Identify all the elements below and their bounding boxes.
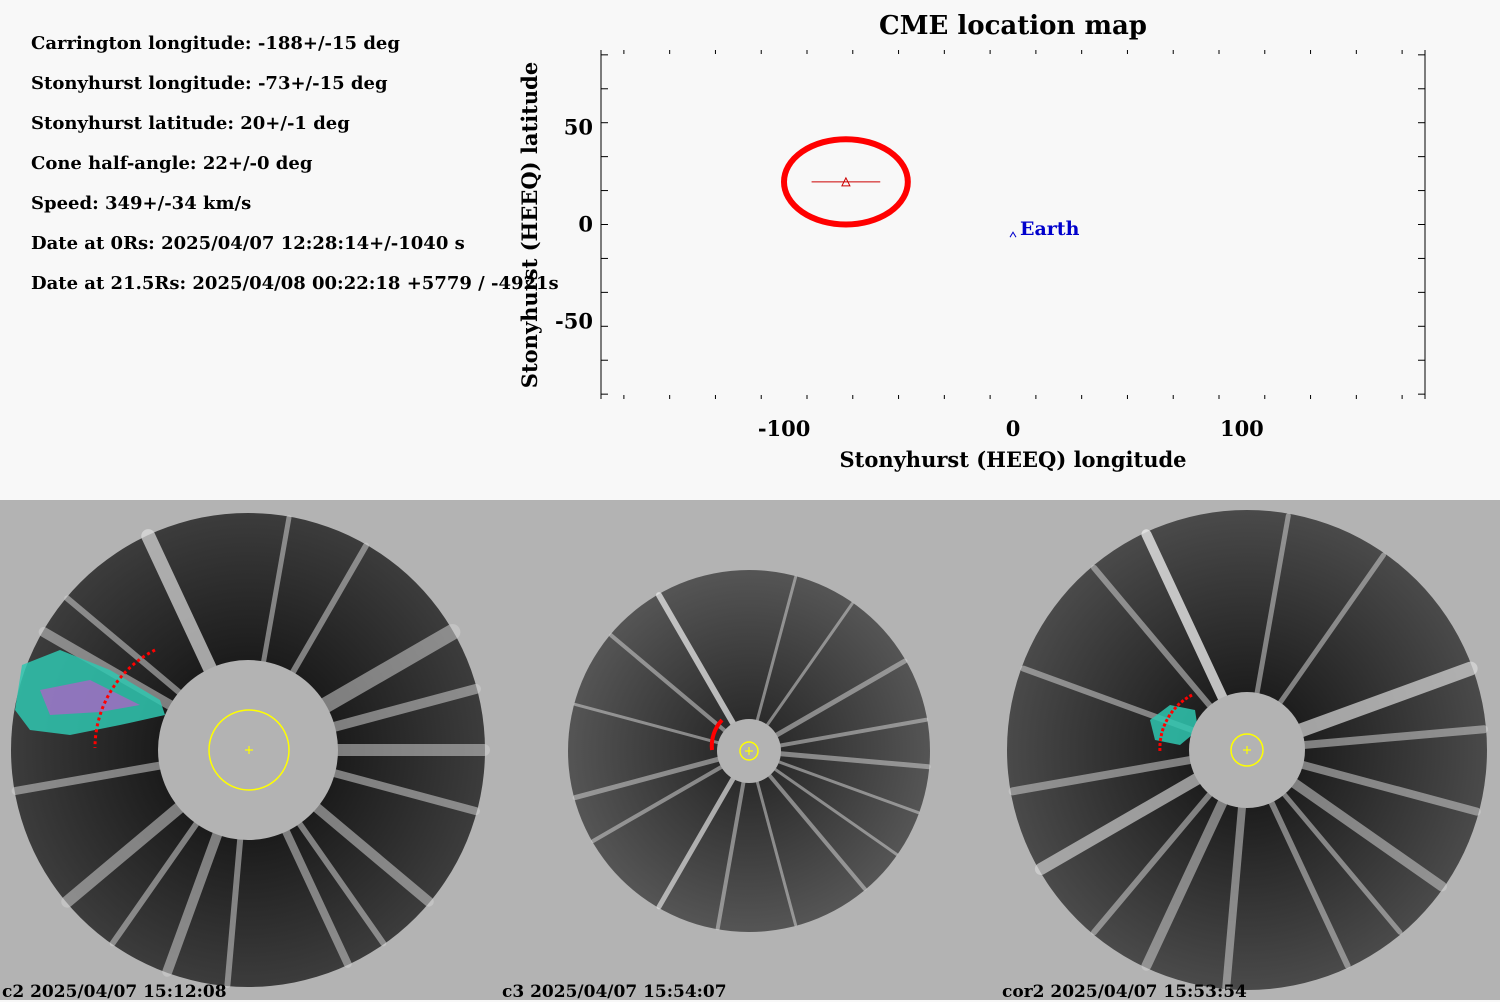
- streamer-ray: [573, 702, 720, 745]
- streamer-ray: [656, 592, 736, 727]
- streamer-ray: [61, 801, 186, 908]
- streamer-ray: [1281, 791, 1403, 935]
- c3-sun-limb: [739, 741, 759, 761]
- x-tick-label: -100: [758, 416, 811, 441]
- cme-location-marker: [841, 176, 851, 187]
- c2-caption: c2 2025/04/07 15:12:08: [2, 982, 227, 1002]
- streamer-ray: [141, 529, 217, 676]
- c2-sun-limb: [208, 709, 290, 791]
- streamer-ray: [224, 836, 244, 989]
- y-tick-label: -50: [555, 308, 593, 333]
- streamer-ray: [261, 515, 292, 664]
- earth-marker: [1009, 231, 1017, 238]
- streamer-ray: [1034, 773, 1203, 875]
- c3-sun-center: [745, 747, 753, 755]
- streamer-ray: [715, 780, 746, 931]
- streamer-ray: [767, 773, 867, 891]
- c2-streamers: [11, 515, 490, 989]
- streamer-ray: [1294, 661, 1478, 738]
- x-axis-label: Stonyhurst (HEEQ) longitude: [839, 447, 1186, 472]
- cor2-caption: cor2 2025/04/07 15:53:54: [1002, 982, 1247, 1002]
- cme-cone-outline: [781, 136, 911, 228]
- c3-streamers: [572, 575, 931, 931]
- streamer-ray: [1289, 778, 1447, 892]
- streamer-ray: [329, 683, 481, 732]
- streamer-ray: [311, 802, 434, 907]
- c2-image: [11, 513, 490, 989]
- streamer-ray: [778, 751, 931, 770]
- param-stonyhurst-latitude: Stonyhurst latitude: 20+/-1 deg: [31, 113, 350, 134]
- streamer-ray: [109, 820, 200, 947]
- cor2-image: [1007, 510, 1489, 992]
- streamer-ray: [1091, 791, 1213, 936]
- param-speed: Speed: 349+/-34 km/s: [31, 193, 252, 214]
- streamer-ray: [64, 595, 183, 696]
- plot-axes: -100 0 100 50 0 -50: [555, 50, 1426, 441]
- streamer-ray: [774, 658, 908, 738]
- streamer-ray: [11, 761, 164, 795]
- y-axis-label: Stonyhurst (HEEQ) latitude: [517, 62, 542, 388]
- streamer-ray: [290, 542, 369, 676]
- param-date-0rs: Date at 0Rs: 2025/04/07 12:28:14+/-1040 …: [31, 233, 465, 254]
- streamer-ray: [1268, 799, 1351, 969]
- cor2-sun-limb: [1230, 733, 1264, 767]
- cme-location-map: CME location map Stonyhurst (HEEQ) longi…: [517, 11, 1426, 472]
- streamer-ray: [778, 717, 929, 748]
- streamer-ray: [1277, 552, 1387, 705]
- streamer-ray: [1300, 725, 1489, 749]
- streamer-ray: [755, 575, 798, 722]
- streamer-ray: [765, 602, 854, 727]
- cor2-sun-center: [1243, 746, 1251, 754]
- param-cone-half-angle: Cone half-angle: 22+/-0 deg: [31, 153, 313, 174]
- cor2-cme-fit-arc: [1158, 693, 1193, 753]
- streamer-ray: [1008, 756, 1194, 796]
- streamer-ray: [777, 760, 920, 815]
- streamer-ray: [656, 776, 736, 910]
- param-carrington-longitude: Carrington longitude: -188+/-15 deg: [31, 33, 400, 54]
- streamer-ray: [317, 624, 461, 713]
- cor2-streamers: [1008, 513, 1489, 992]
- c3-caption: c3 2025/04/07 15:54:07: [502, 982, 727, 1002]
- top-panel: [0, 0, 1500, 500]
- x-tick-label: 100: [1220, 416, 1264, 441]
- streamer-ray: [162, 829, 223, 977]
- plot-marks: Earth: [781, 136, 1080, 240]
- c2-cme-core: [40, 680, 140, 715]
- earth-label: Earth: [1020, 218, 1080, 240]
- streamer-ray: [296, 820, 387, 947]
- streamer-ray: [773, 767, 898, 856]
- c3-cme-fit-arc: [709, 718, 724, 751]
- streamer-ray: [1254, 513, 1291, 696]
- streamer-ray: [1141, 797, 1228, 971]
- x-tick-label: 0: [1006, 416, 1021, 441]
- streamer-ray: [330, 769, 480, 816]
- chart-title: CME location map: [879, 11, 1147, 41]
- y-tick-label: 0: [578, 212, 593, 237]
- streamer-ray: [609, 633, 727, 733]
- streamer-ray: [282, 827, 352, 968]
- streamer-ray: [1141, 529, 1228, 703]
- y-tick-label: 50: [564, 115, 593, 140]
- streamer-ray: [572, 756, 721, 801]
- streamer-ray: [755, 780, 798, 927]
- streamer-ray: [1299, 761, 1481, 816]
- param-stonyhurst-longitude: Stonyhurst longitude: -73+/-15 deg: [31, 73, 388, 94]
- streamer-ray: [38, 627, 176, 710]
- c2-cme-fit-arc: [93, 648, 156, 749]
- streamer-ray: [1091, 564, 1213, 709]
- c3-image: [568, 570, 931, 932]
- c2-sun-center: [245, 746, 253, 754]
- streamer-ray: [591, 765, 724, 843]
- streamer-ray: [1222, 803, 1246, 992]
- param-date-21-5rs: Date at 21.5Rs: 2025/04/08 00:22:18 +577…: [31, 273, 559, 294]
